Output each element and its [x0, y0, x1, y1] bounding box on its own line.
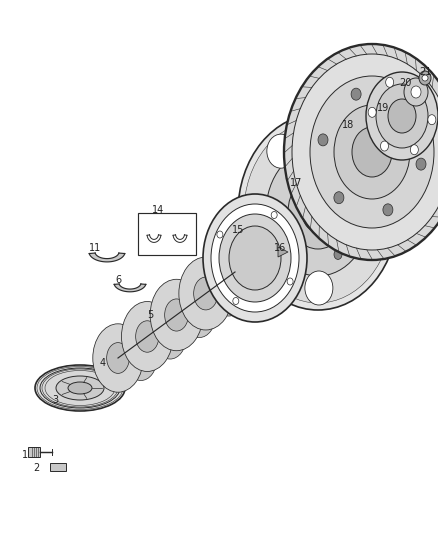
Polygon shape	[28, 447, 40, 457]
Text: 5: 5	[147, 310, 153, 320]
Ellipse shape	[287, 278, 293, 285]
Ellipse shape	[35, 365, 125, 411]
Text: 17: 17	[290, 178, 302, 188]
Ellipse shape	[404, 78, 428, 106]
Ellipse shape	[400, 100, 410, 112]
Polygon shape	[89, 253, 125, 262]
Ellipse shape	[208, 235, 262, 309]
Ellipse shape	[294, 249, 302, 260]
Ellipse shape	[121, 302, 173, 372]
Ellipse shape	[334, 165, 342, 175]
Ellipse shape	[363, 217, 391, 252]
Ellipse shape	[238, 114, 398, 310]
Ellipse shape	[366, 72, 438, 160]
Text: 19: 19	[377, 103, 389, 113]
Ellipse shape	[107, 343, 129, 374]
Ellipse shape	[334, 105, 410, 199]
Ellipse shape	[40, 368, 120, 408]
Text: 2: 2	[33, 463, 39, 473]
Ellipse shape	[388, 99, 416, 133]
Ellipse shape	[354, 207, 362, 217]
Ellipse shape	[245, 220, 273, 254]
Ellipse shape	[217, 231, 223, 238]
Ellipse shape	[244, 121, 392, 303]
Ellipse shape	[411, 86, 421, 98]
Ellipse shape	[68, 382, 92, 394]
Ellipse shape	[125, 336, 157, 381]
Text: 11: 11	[89, 243, 101, 253]
Ellipse shape	[179, 257, 233, 330]
Polygon shape	[278, 247, 288, 257]
Ellipse shape	[376, 84, 428, 148]
Ellipse shape	[203, 194, 307, 322]
Ellipse shape	[150, 279, 203, 351]
Ellipse shape	[211, 204, 299, 312]
Ellipse shape	[271, 212, 277, 219]
Text: 1: 1	[22, 450, 28, 460]
Ellipse shape	[340, 133, 368, 167]
Ellipse shape	[194, 277, 218, 310]
Text: 21: 21	[419, 67, 431, 77]
Wedge shape	[101, 364, 115, 370]
Ellipse shape	[136, 321, 159, 352]
Ellipse shape	[305, 271, 333, 305]
Ellipse shape	[213, 272, 245, 316]
Ellipse shape	[419, 71, 431, 85]
Ellipse shape	[229, 226, 281, 290]
Ellipse shape	[219, 214, 291, 302]
Ellipse shape	[416, 158, 426, 170]
Ellipse shape	[383, 204, 393, 216]
Ellipse shape	[154, 315, 186, 359]
Ellipse shape	[288, 175, 348, 249]
Ellipse shape	[223, 255, 247, 289]
Ellipse shape	[386, 77, 394, 87]
Ellipse shape	[267, 134, 295, 168]
Ellipse shape	[274, 207, 282, 217]
Text: 15: 15	[232, 225, 244, 235]
Ellipse shape	[422, 75, 428, 81]
Ellipse shape	[302, 192, 334, 232]
Ellipse shape	[428, 115, 436, 125]
Ellipse shape	[233, 297, 239, 304]
Ellipse shape	[266, 148, 370, 276]
Ellipse shape	[294, 165, 302, 175]
Text: 20: 20	[399, 78, 411, 88]
Ellipse shape	[292, 54, 438, 250]
Ellipse shape	[352, 127, 392, 177]
Ellipse shape	[334, 249, 342, 260]
Ellipse shape	[410, 145, 418, 155]
Ellipse shape	[334, 192, 344, 204]
Ellipse shape	[368, 107, 376, 117]
Ellipse shape	[310, 76, 434, 228]
Text: 6: 6	[115, 275, 121, 285]
Ellipse shape	[351, 88, 361, 100]
Text: 3: 3	[52, 395, 58, 405]
Ellipse shape	[318, 134, 328, 146]
Ellipse shape	[56, 376, 104, 400]
Ellipse shape	[93, 324, 143, 392]
Text: 4: 4	[100, 358, 106, 368]
Ellipse shape	[381, 141, 389, 151]
Ellipse shape	[165, 299, 188, 331]
Polygon shape	[50, 463, 66, 471]
Text: 16: 16	[274, 243, 286, 253]
Ellipse shape	[184, 294, 215, 337]
Polygon shape	[114, 284, 146, 292]
FancyBboxPatch shape	[138, 213, 196, 255]
Ellipse shape	[284, 44, 438, 260]
Ellipse shape	[416, 81, 424, 91]
Text: 14: 14	[152, 205, 164, 215]
Text: 18: 18	[342, 120, 354, 130]
